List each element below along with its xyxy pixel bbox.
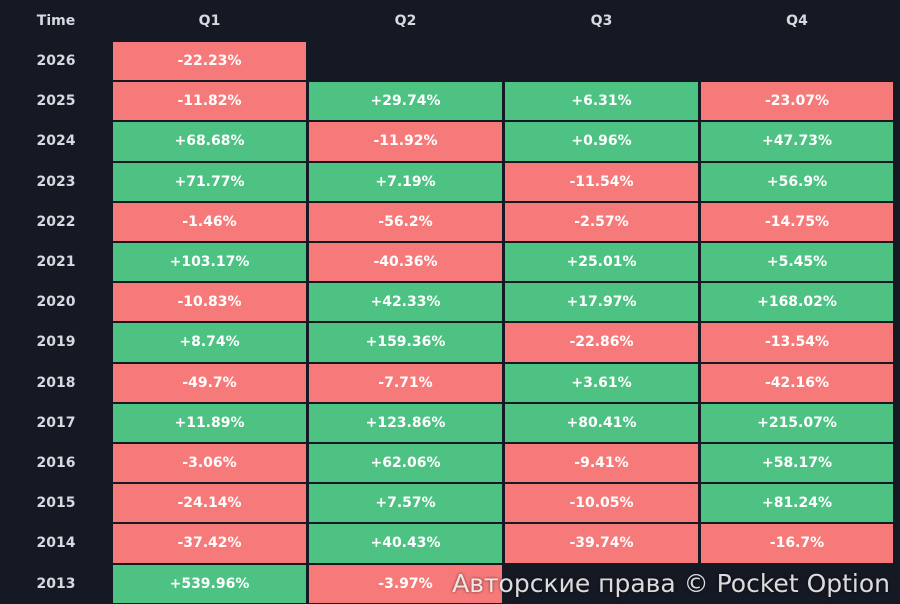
column-header: Q1 (198, 12, 221, 29)
return-cell: +71.77% (113, 162, 306, 201)
return-cell: -14.75% (701, 202, 893, 241)
return-cell: +11.89% (113, 403, 306, 442)
return-cell: +25.01% (505, 243, 698, 282)
return-cell: +7.57% (309, 484, 502, 523)
return-cell: -7.71% (309, 363, 502, 402)
return-cell: -42.16% (701, 363, 893, 402)
column-header: Q4 (786, 12, 808, 29)
return-cell: -40.36% (309, 243, 502, 282)
year-label: 2019 (36, 334, 76, 351)
year-label: 2026 (36, 53, 76, 70)
year-label: 2014 (36, 535, 76, 552)
return-cell: +68.68% (113, 122, 306, 161)
return-cell: +159.36% (309, 323, 502, 362)
column-header: Q3 (590, 12, 613, 29)
return-cell: -39.74% (505, 524, 698, 563)
return-cell: +29.74% (309, 82, 502, 121)
return-cell: -13.54% (701, 323, 893, 362)
return-cell: -11.92% (309, 122, 502, 161)
return-cell: -3.97% (309, 564, 502, 603)
year-label: 2024 (36, 133, 76, 150)
return-cell: +6.31% (505, 82, 698, 121)
return-cell: +123.86% (309, 403, 502, 442)
year-label: 2017 (36, 414, 76, 431)
watermark: Авторские права © Pocket Option (452, 569, 890, 598)
column-header: Time (36, 12, 76, 29)
return-cell: +40.43% (309, 524, 502, 563)
year-label: 2015 (36, 495, 76, 512)
return-cell: -10.83% (113, 283, 306, 322)
return-cell: +0.96% (505, 122, 698, 161)
return-cell: -24.14% (113, 484, 306, 523)
return-cell: +3.61% (505, 363, 698, 402)
return-cell: +62.06% (309, 444, 502, 483)
year-label: 2021 (36, 254, 76, 271)
return-cell: -11.82% (113, 82, 306, 121)
return-cell: -1.46% (113, 202, 306, 241)
return-cell: -49.7% (113, 363, 306, 402)
return-cell: +81.24% (701, 484, 893, 523)
return-cell: +539.96% (113, 564, 306, 603)
return-cell: -16.7% (701, 524, 893, 563)
return-cell: -56.2% (309, 202, 502, 241)
return-cell: -11.54% (505, 162, 698, 201)
return-cell: +42.33% (309, 283, 502, 322)
return-cell: -22.23% (113, 42, 306, 81)
return-cell: +168.02% (701, 283, 893, 322)
return-cell: -23.07% (701, 82, 893, 121)
return-cell: -2.57% (505, 202, 698, 241)
return-cell: +8.74% (113, 323, 306, 362)
year-label: 2020 (36, 294, 76, 311)
return-cell: -10.05% (505, 484, 698, 523)
return-cell: -22.86% (505, 323, 698, 362)
year-label: 2018 (36, 374, 76, 391)
return-cell: +58.17% (701, 444, 893, 483)
return-cell: +5.45% (701, 243, 893, 282)
return-cell: +47.73% (701, 122, 893, 161)
column-header: Q2 (394, 12, 417, 29)
year-label: 2022 (36, 213, 76, 230)
return-cell: +17.97% (505, 283, 698, 322)
return-cell: -9.41% (505, 444, 698, 483)
year-label: 2016 (36, 455, 76, 472)
return-cell: +56.9% (701, 162, 893, 201)
return-cell: +103.17% (113, 243, 306, 282)
return-cell: -37.42% (113, 524, 306, 563)
return-cell: +80.41% (505, 403, 698, 442)
year-label: 2025 (36, 93, 76, 110)
return-cell: +215.07% (701, 403, 893, 442)
year-label: 2023 (36, 173, 76, 190)
year-label: 2013 (36, 575, 76, 592)
return-cell: +7.19% (309, 162, 502, 201)
return-cell: -3.06% (113, 444, 306, 483)
